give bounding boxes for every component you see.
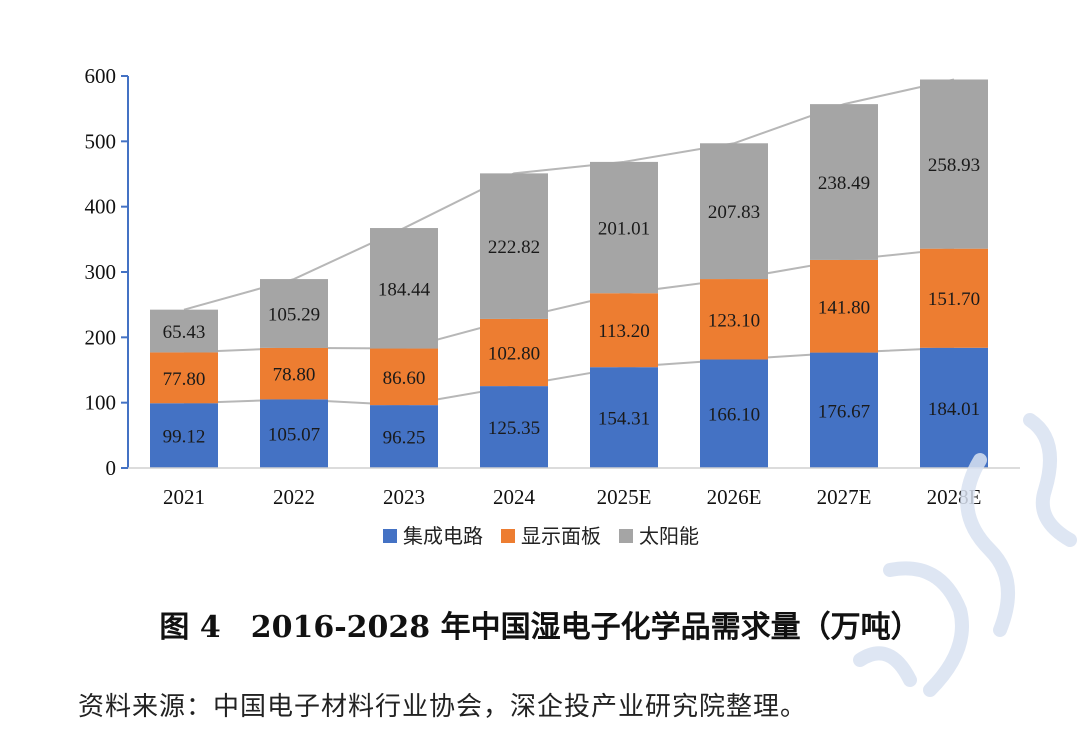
data-label: 151.70 — [928, 289, 980, 310]
legend-label: 显示面板 — [521, 524, 601, 548]
bar-stack: 176.67 141.80 238.49 — [810, 104, 878, 468]
bar-segment — [480, 318, 548, 387]
legend-item: 太阳能 — [619, 524, 699, 548]
data-label: 86.60 — [383, 368, 426, 389]
data-label: 77.80 — [163, 369, 206, 390]
x-axis: 2021 2022 2023 2024 2025E 2026E 2027E 2028E — [128, 467, 1020, 509]
legend-swatch — [383, 529, 397, 543]
data-label: 184.44 — [378, 279, 431, 300]
bar-stack: 96.25 86.60 184.44 — [370, 228, 438, 468]
legend: 集成电路 显示面板 太阳能 — [383, 524, 699, 548]
x-tick-label: 2022 — [273, 485, 315, 509]
bar-stack: 105.07 78.80 105.29 — [260, 279, 328, 468]
x-tick-label: 2024 — [493, 485, 536, 509]
bar-segment — [590, 161, 658, 294]
data-label: 65.43 — [163, 322, 206, 343]
bar-segment — [480, 173, 548, 319]
bar-segment — [150, 403, 218, 468]
bar-segment — [370, 348, 438, 406]
y-tick-label: 100 — [85, 391, 117, 415]
bar-segment — [920, 248, 988, 348]
data-label: 201.01 — [598, 219, 650, 240]
bar-segment — [260, 399, 328, 468]
bar-segment — [810, 104, 878, 260]
x-tick-label: 2021 — [163, 485, 205, 509]
bar-stack: 125.35 102.80 222.82 — [480, 173, 548, 468]
x-tick-label: 2025E — [597, 485, 652, 509]
bar-stacks: 99.12 77.80 65.43 105.07 78.80 105.29 96.25 86.… — [150, 79, 988, 468]
legend-label: 集成电路 — [403, 524, 483, 548]
bar-stack: 154.31 113.20 201.01 — [590, 161, 658, 468]
bar-stack: 99.12 77.80 65.43 — [150, 309, 218, 468]
y-tick-label: 300 — [85, 260, 117, 284]
x-tick-label: 2027E — [817, 485, 872, 509]
bar-segment — [590, 367, 658, 468]
data-label: 99.12 — [163, 427, 206, 448]
legend-label: 太阳能 — [639, 524, 699, 548]
bar-segment — [370, 228, 438, 349]
bar-segment — [700, 279, 768, 360]
data-label: 258.93 — [928, 155, 980, 176]
stacked-bar-chart: 0 100 200 300 400 500 600 99.12 77.80 65.43 105.0… — [85, 64, 1020, 548]
data-label: 207.83 — [708, 202, 760, 223]
bar-segment — [700, 359, 768, 468]
data-label: 166.10 — [708, 405, 760, 426]
data-label: 176.67 — [818, 401, 870, 422]
bar-segment — [810, 259, 878, 353]
data-label: 96.25 — [383, 428, 426, 449]
bar-segment — [480, 386, 548, 468]
bar-segment — [810, 352, 878, 468]
data-label: 125.35 — [488, 418, 540, 439]
data-label: 154.31 — [598, 409, 650, 430]
bar-stack: 184.01 151.70 258.93 — [920, 79, 988, 468]
data-label: 141.80 — [818, 297, 870, 318]
y-tick-label: 200 — [85, 325, 117, 349]
x-tick-label: 2026E — [707, 485, 762, 509]
bar-segment — [370, 405, 438, 468]
y-tick-label: 500 — [85, 129, 117, 153]
y-tick-label: 0 — [106, 456, 117, 480]
data-label: 123.10 — [708, 310, 760, 331]
bar-segment — [920, 347, 988, 468]
y-tick-label: 400 — [85, 195, 117, 219]
data-label: 238.49 — [818, 173, 870, 194]
bar-segment — [150, 309, 218, 353]
bar-segment — [590, 293, 658, 368]
y-axis: 0 100 200 300 400 500 600 — [85, 64, 129, 480]
bar-segment — [700, 143, 768, 280]
watermark-logo — [853, 413, 1077, 697]
legend-item: 显示面板 — [501, 524, 601, 548]
legend-swatch — [501, 529, 515, 543]
x-tick-label: 2023 — [383, 485, 425, 509]
bar-segment — [260, 279, 328, 348]
data-label: 78.80 — [273, 365, 316, 386]
source-note: 资料来源：中国电子材料行业协会，深企投产业研究院整理。 — [78, 692, 808, 722]
bar-segment — [150, 352, 218, 404]
data-label: 105.29 — [268, 304, 320, 325]
data-label: 222.82 — [488, 237, 540, 258]
legend-item: 集成电路 — [383, 524, 483, 548]
data-label: 184.01 — [928, 399, 980, 420]
bar-stack: 166.10 123.10 207.83 — [700, 143, 768, 468]
bar-segment — [260, 347, 328, 400]
figure-title: 图 4 2016-2028 年中国湿电子化学品需求量（万吨） — [159, 610, 921, 645]
data-label: 105.07 — [268, 425, 320, 446]
data-label: 102.80 — [488, 344, 540, 365]
y-tick-label: 600 — [85, 64, 117, 88]
legend-swatch — [619, 529, 633, 543]
data-label: 113.20 — [598, 321, 650, 342]
bar-segment — [920, 79, 988, 249]
